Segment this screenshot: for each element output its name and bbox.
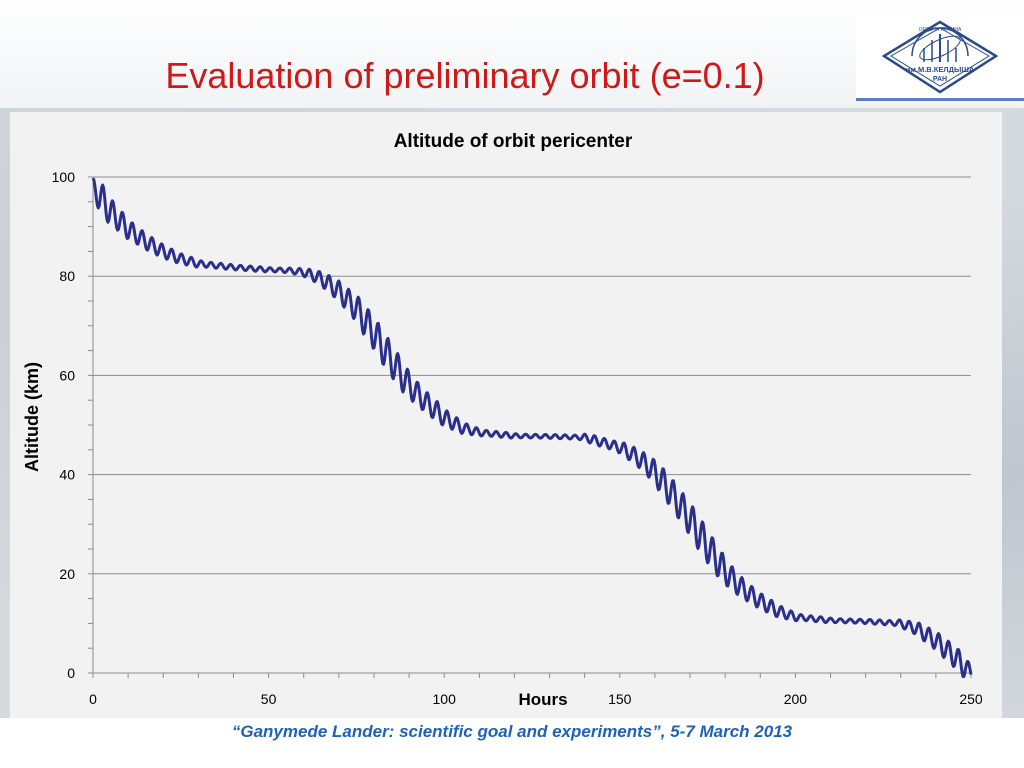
x-tick-label-200: 200 bbox=[784, 691, 808, 707]
footer-band bbox=[0, 718, 1024, 768]
slide-title: Evaluation of preliminary orbit (e=0.1) bbox=[0, 54, 930, 98]
chart-title: Altitude of orbit pericenter bbox=[394, 131, 633, 152]
series-line-0 bbox=[91, 177, 973, 679]
y-tick-label-20: 20 bbox=[59, 566, 75, 582]
y-tick-label-80: 80 bbox=[59, 268, 75, 284]
axes bbox=[88, 176, 972, 678]
x-axis-label: Hours bbox=[518, 690, 567, 709]
x-tick-label-250: 250 bbox=[959, 691, 983, 707]
y-tick-label-0: 0 bbox=[67, 665, 75, 681]
chart-panel: Altitude of orbit pericenter Altitude (k… bbox=[10, 112, 1002, 718]
footer-citation: “Ganymede Lander: scientific goal and ex… bbox=[231, 722, 793, 741]
institute-logo: им.М.В.КЕЛДЫША РАН ОРДЕНА ЛЕНИНА bbox=[856, 18, 1024, 101]
gridlines bbox=[93, 176, 971, 575]
tick-labels: 0 20 40 60 80 100 0 50 100 150 200 250 bbox=[52, 169, 983, 707]
y-tick-label-100: 100 bbox=[52, 169, 76, 185]
slide-title-parameter: (e=0.1) bbox=[649, 55, 765, 96]
slide-title-main: Evaluation of preliminary orbit bbox=[165, 55, 640, 96]
y-tick-label-40: 40 bbox=[59, 467, 75, 483]
x-tick-label-50: 50 bbox=[261, 691, 277, 707]
y-tick-label-60: 60 bbox=[59, 367, 75, 383]
logo-text: им.М.В.КЕЛДЫША bbox=[906, 65, 975, 74]
logo-subtext: РАН bbox=[933, 76, 947, 83]
x-tick-label-0: 0 bbox=[89, 691, 97, 707]
logo-emblem-icon: им.М.В.КЕЛДЫША РАН ОРДЕНА ЛЕНИНА bbox=[881, 20, 999, 94]
series-group bbox=[91, 177, 973, 679]
x-tick-label-150: 150 bbox=[608, 691, 632, 707]
logo-arc-text: ОРДЕНА ЛЕНИНА bbox=[919, 27, 962, 33]
header-band bbox=[0, 0, 1024, 108]
x-tick-label-100: 100 bbox=[433, 691, 457, 707]
y-axis-label: Altitude (km) bbox=[22, 362, 42, 472]
altitude-chart: Altitude of orbit pericenter Altitude (k… bbox=[22, 131, 983, 709]
